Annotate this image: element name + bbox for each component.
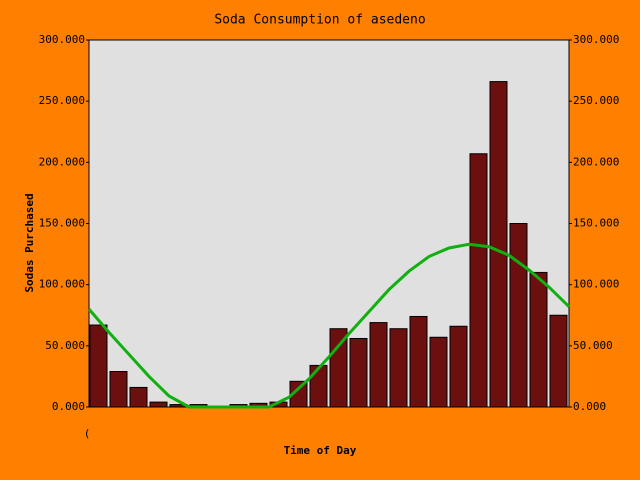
y-tick-label: 250.000 <box>39 94 85 107</box>
chart-title: Soda Consumption of asedeno <box>214 13 425 28</box>
y-tick-label: 0.000 <box>52 400 85 413</box>
x-axis-label: Time of Day <box>284 444 357 457</box>
bar <box>329 328 348 408</box>
y2-tick-label: 200.000 <box>573 155 619 168</box>
bar <box>349 337 368 408</box>
bar <box>469 153 488 408</box>
y2-tick-label: 0.000 <box>573 400 606 413</box>
bar <box>429 336 448 408</box>
y-tick-label: 100.000 <box>39 278 85 291</box>
bar <box>129 386 148 408</box>
plot-area <box>88 39 570 408</box>
trend-line <box>87 242 571 409</box>
y2-tick-label: 100.000 <box>573 278 619 291</box>
y-axis-label: Sodas Purchased <box>23 193 36 292</box>
bar <box>369 322 388 408</box>
annotation: ( <box>84 427 91 440</box>
y-tick-label: 200.000 <box>39 155 85 168</box>
bar <box>389 328 408 408</box>
bar <box>149 401 168 408</box>
y2-tick-label: 250.000 <box>573 94 619 107</box>
bar <box>109 371 128 408</box>
bar <box>509 223 528 408</box>
bar <box>89 324 108 408</box>
bar <box>489 81 508 408</box>
y2-tick-label: 150.000 <box>573 217 619 230</box>
bar <box>529 271 548 408</box>
y2-tick-label: 50.000 <box>573 339 613 352</box>
bar <box>309 364 328 408</box>
bar <box>289 380 308 408</box>
y-tick-label: 300.000 <box>39 33 85 46</box>
y2-tick-label: 300.000 <box>573 33 619 46</box>
y-tick-label: 150.000 <box>39 217 85 230</box>
bar <box>549 314 568 408</box>
y-tick-label: 50.000 <box>45 339 85 352</box>
bar <box>449 325 468 408</box>
bar <box>409 315 428 408</box>
